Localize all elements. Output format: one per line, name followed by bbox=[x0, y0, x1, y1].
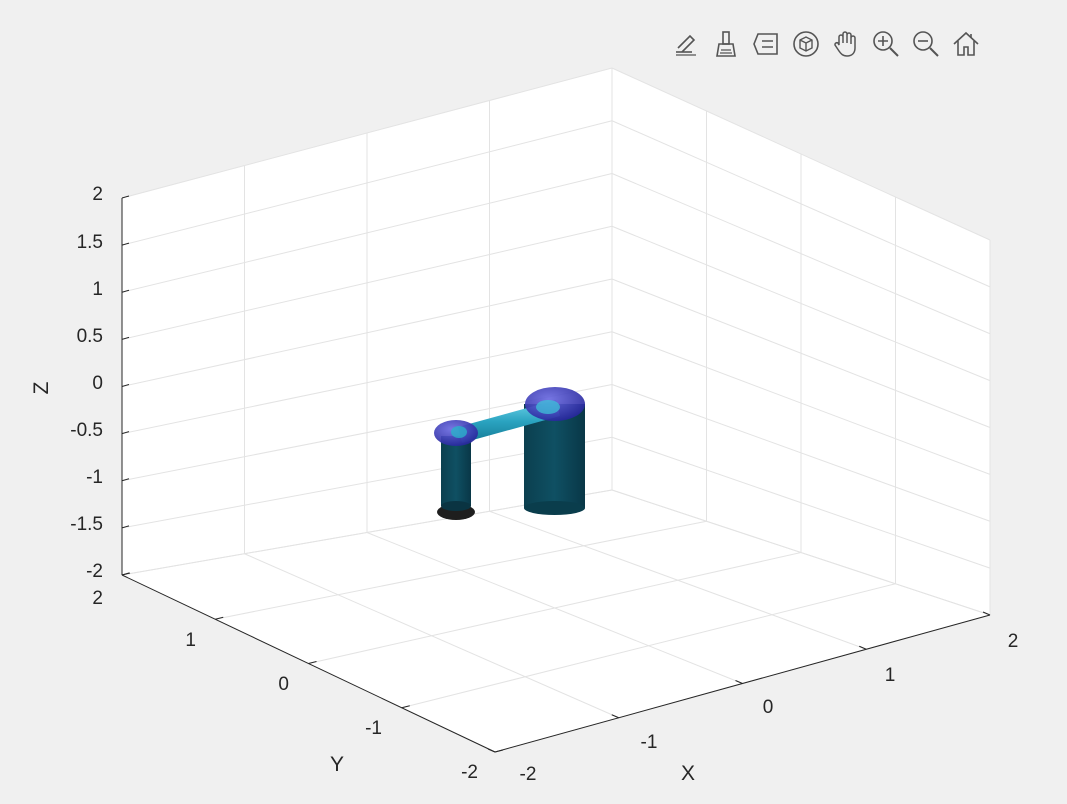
data-tips-button[interactable] bbox=[748, 26, 784, 62]
z-tick-mark bbox=[121, 525, 130, 529]
z-tick-mark bbox=[121, 478, 130, 482]
z-tick-mark bbox=[121, 431, 130, 435]
tick-marks bbox=[121, 195, 991, 753]
grid-line bbox=[121, 120, 613, 246]
y-tick-label: 0 bbox=[278, 674, 289, 695]
data-tips-icon bbox=[753, 33, 778, 55]
grid-line bbox=[401, 583, 896, 709]
z-tick-label: -2 bbox=[86, 561, 103, 582]
y-tick-mark bbox=[401, 705, 410, 709]
edit-plot-icon bbox=[676, 34, 696, 56]
grid-line bbox=[611, 489, 991, 616]
brush-icon bbox=[716, 31, 736, 57]
zoom-out-button[interactable] bbox=[908, 26, 944, 62]
restore-view-button[interactable] bbox=[948, 26, 984, 62]
z-tick-label: 0.5 bbox=[77, 326, 103, 347]
grid-line bbox=[121, 278, 613, 387]
x-tick-label: 0 bbox=[763, 697, 774, 718]
rotate-3d-icon bbox=[793, 31, 819, 57]
x-tick-label: 1 bbox=[885, 665, 896, 686]
grid-line bbox=[121, 67, 613, 199]
grid-line bbox=[611, 225, 991, 382]
x-tick-mark bbox=[611, 714, 619, 719]
z-tick-label: -1 bbox=[86, 467, 103, 488]
z-tick-label: 1.5 bbox=[77, 232, 103, 253]
x-tick-mark bbox=[487, 748, 496, 753]
y-tick-mark bbox=[215, 616, 224, 620]
grid-line bbox=[611, 331, 991, 475]
y-tick-labels: 2 1 0 -1 -2 bbox=[92, 588, 478, 783]
zoom-out-icon bbox=[913, 31, 939, 57]
x-tick-mark bbox=[735, 680, 743, 684]
y-tick-mark bbox=[121, 572, 131, 576]
zoom-in-button[interactable] bbox=[868, 26, 904, 62]
grid-line bbox=[489, 510, 867, 650]
grid-line bbox=[121, 173, 613, 293]
grid-line bbox=[611, 120, 991, 288]
z-tick-label: -0.5 bbox=[70, 420, 103, 441]
zoom-in-icon bbox=[873, 31, 899, 57]
grid-line bbox=[121, 331, 613, 435]
z-axis-label: Z bbox=[30, 381, 53, 394]
brush-button[interactable] bbox=[708, 26, 744, 62]
z-tick-label: 2 bbox=[92, 184, 103, 205]
z-tick-mark bbox=[121, 384, 130, 387]
z-tick-label: 1 bbox=[92, 279, 103, 300]
z-tick-mark bbox=[121, 336, 130, 340]
floor-pane bbox=[122, 490, 990, 752]
y-tick-label: 2 bbox=[92, 588, 103, 609]
z-tick-label: 0 bbox=[92, 373, 103, 394]
z-tick-label: -1.5 bbox=[70, 514, 103, 535]
x-tick-mark bbox=[859, 645, 867, 650]
y-tick-label: 1 bbox=[185, 630, 196, 651]
axes-toolbar bbox=[668, 24, 984, 64]
grid-line bbox=[121, 225, 613, 340]
grid-line bbox=[611, 278, 991, 428]
grid-line bbox=[611, 173, 991, 335]
robot-model bbox=[434, 387, 585, 520]
grid-line bbox=[611, 436, 991, 569]
z-tick-mark bbox=[121, 289, 130, 293]
rotate-3d-button[interactable] bbox=[788, 26, 824, 62]
z-tick-mark bbox=[121, 242, 130, 246]
x-axis-label: X bbox=[681, 762, 695, 785]
grid-line bbox=[611, 384, 991, 522]
x-tick-mark bbox=[982, 611, 991, 616]
z-tick-mark bbox=[121, 195, 130, 199]
edit-plot-button[interactable] bbox=[668, 26, 704, 62]
y-tick-mark bbox=[494, 749, 504, 753]
grid-line bbox=[308, 552, 802, 664]
pan-button[interactable] bbox=[828, 26, 864, 62]
grid-line bbox=[611, 67, 991, 241]
x-tick-label: 2 bbox=[1008, 631, 1019, 652]
x-tick-label: -2 bbox=[520, 764, 537, 785]
y-tick-mark bbox=[308, 661, 317, 664]
x-tick-label: -1 bbox=[641, 732, 658, 753]
robot-link-small-column bbox=[441, 436, 471, 511]
y-axis-label: Y bbox=[330, 753, 344, 776]
home-icon bbox=[953, 31, 979, 56]
pan-hand-icon bbox=[834, 31, 856, 57]
x-tick-labels: -2 -1 0 1 2 bbox=[520, 631, 1019, 785]
y-tick-label: -2 bbox=[461, 762, 478, 783]
y-tick-label: -1 bbox=[365, 718, 382, 739]
z-tick-labels: -2 -1.5 -1 -0.5 0 0.5 1 1.5 2 bbox=[70, 184, 103, 582]
